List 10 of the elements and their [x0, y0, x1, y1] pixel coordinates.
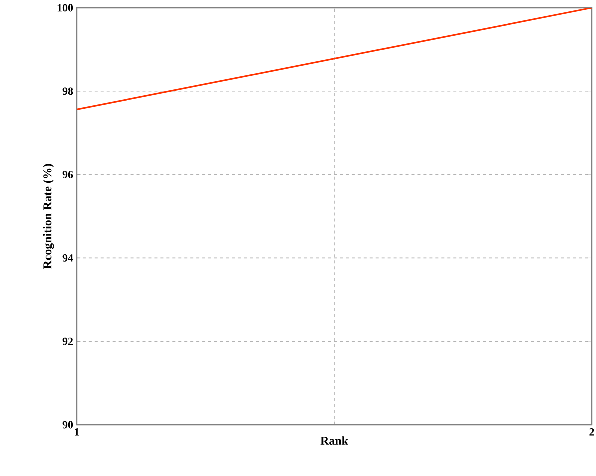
y-axis-title: Rcognition Rate (%)	[43, 164, 54, 270]
y-tick-label: 100	[58, 4, 74, 12]
y-tick-label: 90	[62, 421, 74, 429]
x-tick-label: 2	[590, 428, 594, 436]
x-axis-title: Rank	[320, 436, 348, 446]
x-tick-label: 1	[75, 428, 80, 436]
y-tick-label: 94	[62, 254, 74, 262]
y-tick-label: 98	[62, 88, 74, 96]
y-tick-label: 96	[62, 171, 74, 178]
y-tick-label: 92	[62, 338, 73, 346]
